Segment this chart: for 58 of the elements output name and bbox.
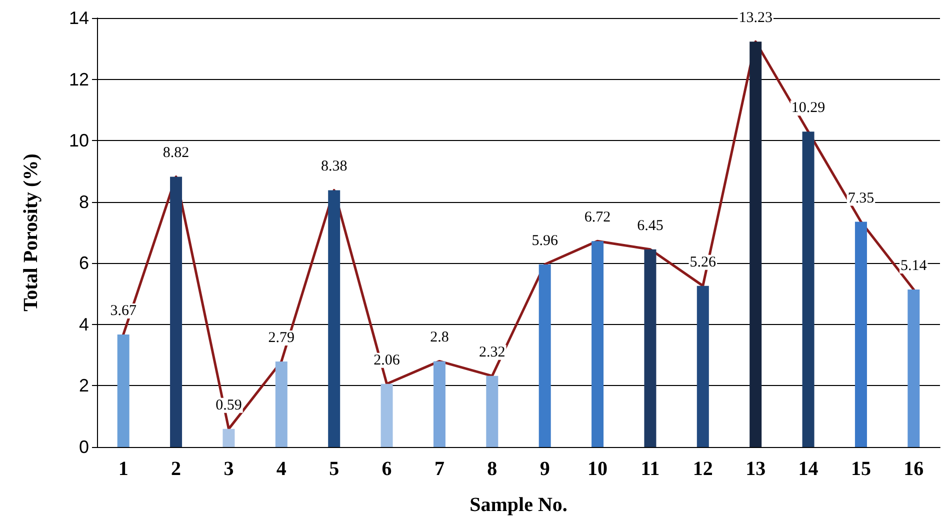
x-tick-label: 7: [434, 458, 444, 480]
bar: [908, 289, 920, 447]
y-tick-label: 12: [68, 69, 89, 90]
data-label: 8.38: [320, 158, 348, 175]
data-label: 3.67: [110, 303, 137, 320]
bar: [222, 428, 235, 447]
data-label: 10.29: [791, 100, 826, 116]
x-tick-label: 11: [640, 458, 660, 480]
bar: [854, 222, 867, 447]
data-label: 5.26: [690, 254, 717, 270]
bar: [644, 249, 656, 447]
bar: [433, 361, 446, 447]
x-tick-label: 5: [329, 458, 340, 480]
bar: [592, 241, 604, 447]
data-label: 6.45: [637, 218, 664, 234]
data-label: 2.8: [430, 330, 449, 346]
x-tick-label: 2: [171, 458, 182, 480]
bar: [380, 384, 393, 447]
y-tick-label: 8: [78, 192, 89, 212]
data-label: 8.82: [162, 145, 190, 162]
data-label: 13.23: [738, 10, 772, 26]
x-tick-label: 9: [540, 458, 550, 480]
y-tick-label: 0: [78, 437, 89, 457]
bar: [696, 286, 709, 447]
x-tick-label: 13: [746, 458, 766, 480]
x-axis-title: Sample No.: [470, 494, 568, 516]
x-tick-label: 14: [798, 458, 818, 480]
bar: [802, 132, 814, 447]
data-label: 2.32: [479, 344, 506, 360]
data-label: 5.14: [900, 258, 928, 274]
bar: [117, 334, 130, 447]
bar: [170, 176, 182, 447]
x-tick-label: 6: [382, 458, 392, 480]
x-tick-label: 16: [904, 458, 924, 480]
bar: [538, 264, 551, 447]
y-tick-label: 6: [78, 253, 89, 274]
data-label: 7.35: [848, 190, 874, 206]
y-axis-title: Total Porosity (%): [20, 154, 42, 312]
y-tick-label: 10: [68, 130, 89, 151]
x-tick-label: 10: [588, 458, 608, 480]
bar: [486, 376, 498, 447]
data-label: 0.59: [216, 397, 242, 414]
data-label: 2.06: [374, 352, 400, 368]
x-tick-label: 1: [118, 458, 128, 480]
data-label: 6.72: [584, 210, 611, 226]
bar: [750, 42, 762, 447]
y-tick-label: 14: [68, 8, 89, 28]
y-tick-label: 2: [78, 376, 89, 396]
y-tick-label: 4: [78, 314, 89, 334]
bar: [275, 362, 288, 447]
x-tick-label: 8: [487, 458, 498, 480]
x-tick-label: 12: [692, 458, 713, 480]
x-tick-label: 15: [850, 458, 871, 480]
data-label: 2.79: [268, 330, 295, 346]
x-tick-label: 4: [276, 458, 286, 480]
bar: [328, 190, 340, 447]
data-label: 5.96: [532, 232, 558, 249]
x-tick-label: 3: [224, 458, 234, 480]
